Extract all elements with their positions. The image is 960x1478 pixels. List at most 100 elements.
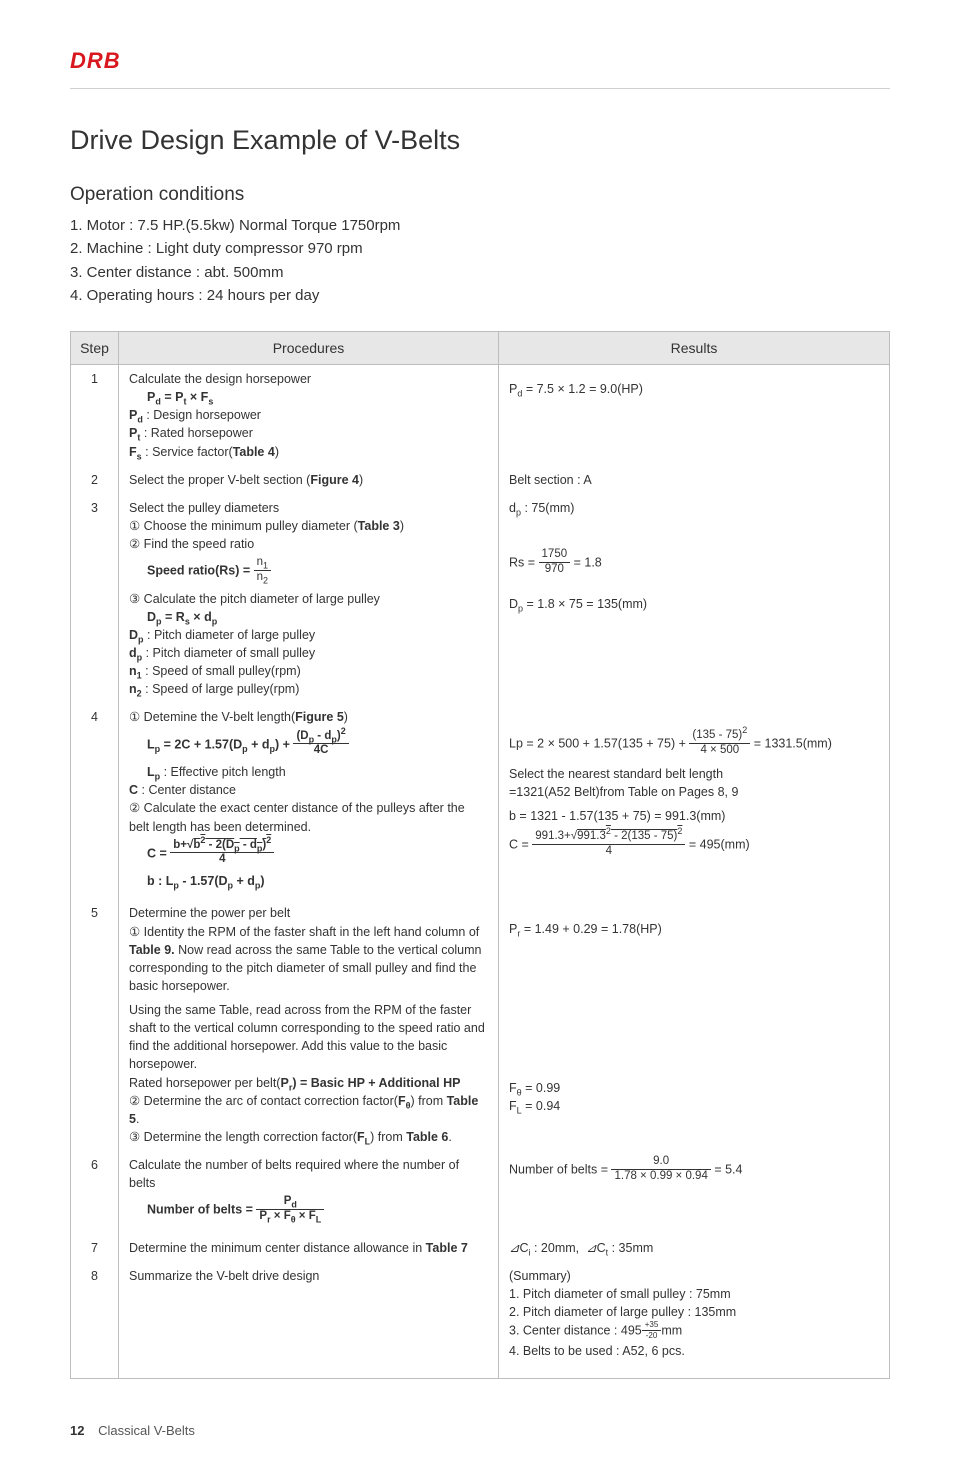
text: mm (661, 1324, 682, 1338)
text: : Service factor( (142, 445, 233, 459)
text: b = 1321 - 1.57(135 + 75) = 991.3(mm) (509, 807, 879, 825)
text: Speed ratio(Rs) = (147, 564, 254, 578)
text: ② Calculate the exact center distance of… (129, 801, 465, 833)
text: : Speed of large pulley(rpm) (142, 682, 300, 696)
procedure-cell: Calculate the number of belts required w… (119, 1151, 499, 1234)
step-num: 5 (71, 899, 119, 1151)
text: Number of belts = (147, 1203, 256, 1217)
text: ③ Determine the length correction factor… (129, 1130, 357, 1144)
text: : Center distance (138, 783, 236, 797)
text: = 5.4 (714, 1163, 742, 1177)
condition-line: 4. Operating hours : 24 hours per day (70, 284, 890, 307)
result-cell: dp : 75(mm) Rs = 1750970 = 1.8 Dp = 1.8 … (499, 494, 890, 704)
text: : Pitch diameter of large pulley (144, 628, 316, 642)
text: (Summary) (509, 1267, 879, 1285)
text: Calculate the design horsepower (129, 372, 311, 386)
text: Figure 5 (295, 710, 344, 724)
text: Table 9. (129, 943, 175, 957)
step-num: 3 (71, 494, 119, 704)
text: ) (344, 710, 348, 724)
result-cell: ⊿Ci : 20mm, ⊿Ct : 35mm (499, 1234, 890, 1262)
table-row: 4 ① Detemine the V-belt length(Figure 5)… (71, 703, 890, 899)
procedure-cell: Calculate the design horsepower Pd = Pt … (119, 365, 499, 466)
table-row: 8 Summarize the V-belt drive design (Sum… (71, 1262, 890, 1378)
text: Using the same Table, read across from t… (129, 1001, 488, 1074)
text: : Rated horsepower (140, 426, 253, 440)
step-num: 1 (71, 365, 119, 466)
text: =1321(A52 Belt)from Table on Pages 8, 9 (509, 783, 879, 801)
table-row: 5 Determine the power per belt ① Identit… (71, 899, 890, 1151)
text: Calculate the number of belts required w… (129, 1158, 459, 1190)
page-title: Drive Design Example of V-Belts (70, 125, 890, 156)
section-subtitle: Operation conditions (70, 184, 890, 206)
footer-label: Classical V-Belts (98, 1423, 195, 1438)
text: = 1331.5(mm) (754, 737, 832, 751)
text: ③ Calculate the pitch diameter of large … (129, 592, 380, 606)
text: ② Determine the arc of contact correctio… (129, 1094, 398, 1108)
text: Rated horsepower per belt( (129, 1076, 280, 1090)
text: Number of belts = (509, 1163, 611, 1177)
col-step: Step (71, 332, 119, 365)
procedure-cell: Select the proper V-belt section (Figure… (119, 466, 499, 494)
result-cell: Lp = 2 × 500 + 1.57(135 + 75) + (135 - 7… (499, 703, 890, 899)
text: : Pitch diameter of small pulley (142, 646, 315, 660)
procedure-cell: ① Detemine the V-belt length(Figure 5) L… (119, 703, 499, 899)
document-page: DRB Drive Design Example of V-Belts Oper… (0, 0, 960, 1478)
design-steps-table: Step Procedures Results 1 Calculate the … (70, 331, 890, 1379)
table-row: 1 Calculate the design horsepower Pd = P… (71, 365, 890, 466)
step-num: 8 (71, 1262, 119, 1378)
text: ) from (410, 1094, 446, 1108)
divider (70, 88, 890, 89)
text: : Speed of small pulley(rpm) (142, 664, 301, 678)
text: Select the proper V-belt section ( (129, 473, 310, 487)
text: Table 6 (406, 1130, 448, 1144)
text: Select the pulley diameters (129, 501, 279, 515)
text: : Design horsepower (143, 408, 261, 422)
table-row: 2 Select the proper V-belt section (Figu… (71, 466, 890, 494)
text: Table 4 (233, 445, 275, 459)
brand-logo: DRB (70, 48, 890, 74)
text: ) (275, 445, 279, 459)
text: C = (509, 838, 532, 852)
text: Determine the minimum center distance al… (129, 1241, 426, 1255)
procedure-cell: Select the pulley diameters ① Choose the… (119, 494, 499, 704)
procedure-cell: Determine the power per belt ① Identity … (119, 899, 499, 1151)
text: . (448, 1130, 451, 1144)
text: 2. Pitch diameter of large pulley : 135m… (509, 1303, 879, 1321)
result-cell: Pd = 7.5 × 1.2 = 9.0(HP) (499, 365, 890, 466)
step-num: 7 (71, 1234, 119, 1262)
page-number: 12 (70, 1423, 84, 1438)
text: Table 3 (358, 519, 400, 533)
text: Rs = (509, 555, 539, 569)
text: Table 7 (426, 1241, 468, 1255)
procedure-cell: Determine the minimum center distance al… (119, 1234, 499, 1262)
text: ① Choose the minimum pulley diameter ( (129, 519, 358, 533)
text: ) (400, 519, 404, 533)
text: : Effective pitch length (160, 765, 286, 779)
condition-line: 1. Motor : 7.5 HP.(5.5kw) Normal Torque … (70, 214, 890, 237)
text: ① Detemine the V-belt length( (129, 710, 295, 724)
procedure-cell: Summarize the V-belt drive design (119, 1262, 499, 1378)
text: 4. Belts to be used : A52, 6 pcs. (509, 1342, 879, 1360)
text: 1. Pitch diameter of small pulley : 75mm (509, 1285, 879, 1303)
col-procedures: Procedures (119, 332, 499, 365)
text: Now read across the same Table to the ve… (129, 943, 482, 993)
table-row: 7 Determine the minimum center distance … (71, 1234, 890, 1262)
text: 3. Center distance : 495 (509, 1324, 642, 1338)
text: ② Find the speed ratio (129, 537, 254, 551)
text: ) = Basic HP + Additional HP (292, 1076, 460, 1090)
step-num: 2 (71, 466, 119, 494)
text: Select the nearest standard belt length (509, 765, 879, 783)
operation-conditions: 1. Motor : 7.5 HP.(5.5kw) Normal Torque … (70, 214, 890, 307)
step-num: 4 (71, 703, 119, 899)
page-footer: 12 Classical V-Belts (70, 1423, 890, 1438)
result-cell: Number of belts = 9.01.78 × 0.99 × 0.94 … (499, 1151, 890, 1234)
table-row: 3 Select the pulley diameters ① Choose t… (71, 494, 890, 704)
text: Determine the power per belt (129, 906, 290, 920)
result-cell: (Summary) 1. Pitch diameter of small pul… (499, 1262, 890, 1378)
col-results: Results (499, 332, 890, 365)
condition-line: 2. Machine : Light duty compressor 970 r… (70, 237, 890, 260)
table-row: 6 Calculate the number of belts required… (71, 1151, 890, 1234)
text: ) (359, 473, 363, 487)
text: . (136, 1112, 139, 1126)
